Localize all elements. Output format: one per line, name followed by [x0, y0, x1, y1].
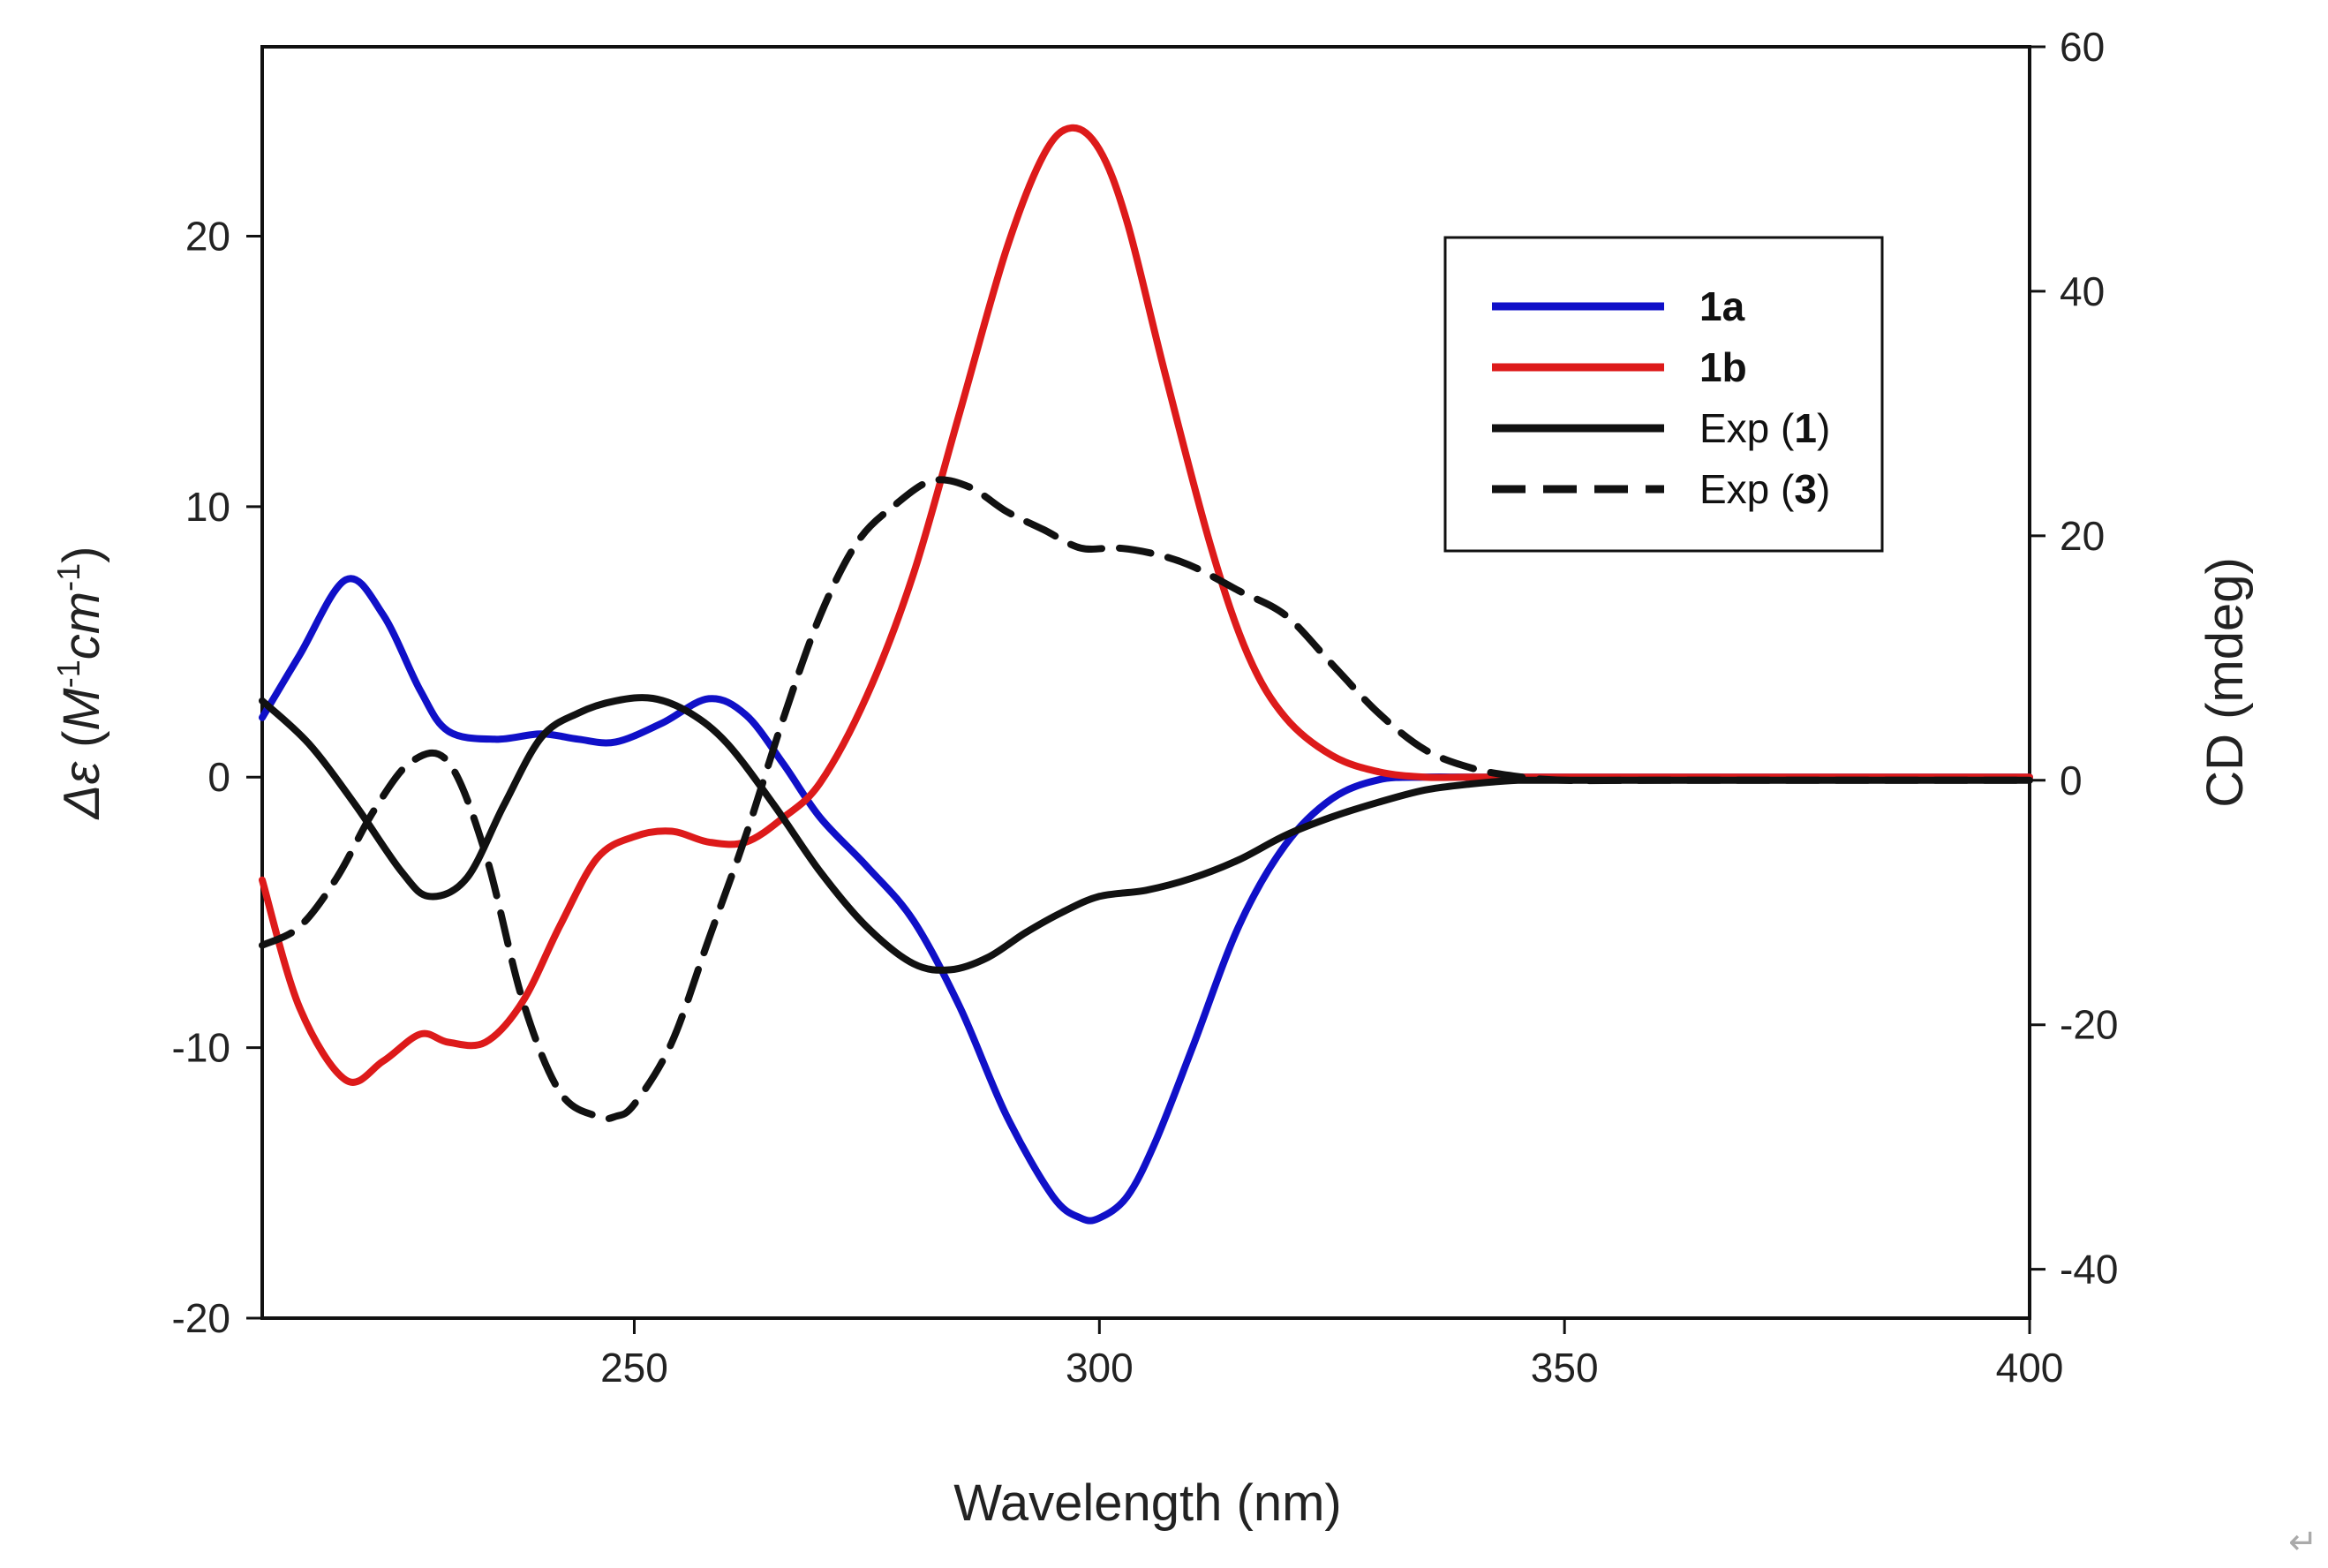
- x-tick-label: 300: [1066, 1345, 1134, 1391]
- y-left-axis-ticks: -20 -10 0 10 20: [172, 213, 262, 1341]
- series-line-exp-1: [259, 694, 2033, 974]
- x-axis-title: Wavelength (nm): [953, 1474, 1341, 1532]
- y-right-tick-label: 40: [2060, 268, 2105, 314]
- legend-label: Exp (1): [1699, 405, 1830, 451]
- y-right-axis-title: CD (mdeg): [2196, 557, 2254, 808]
- y-right-tick-label: 0: [2060, 758, 2083, 803]
- y-left-tick-label: -20: [172, 1295, 230, 1341]
- x-tick-label: 350: [1531, 1345, 1599, 1391]
- y-right-tick-label: 60: [2060, 24, 2105, 70]
- x-tick-label: 400: [1996, 1345, 2064, 1391]
- legend-label: 1b: [1699, 344, 1747, 390]
- y-left-tick-label: 0: [207, 754, 230, 800]
- legend: 1a 1b Exp (1) Exp (3): [1443, 236, 1884, 553]
- y-left-tick-label: 20: [185, 213, 230, 259]
- y-left-axis-title: Δε (M-1cm-1): [50, 547, 110, 821]
- y-left-tick-label: -10: [172, 1025, 230, 1071]
- legend-box: [1443, 236, 1884, 553]
- legend-label: Exp (3): [1699, 466, 1830, 512]
- return-glyph: ↵: [2288, 1523, 2318, 1562]
- y-right-tick-label: 20: [2060, 513, 2105, 559]
- plot-frame: [260, 45, 2031, 1320]
- y-right-tick-label: -40: [2060, 1247, 2118, 1293]
- legend-label: 1a: [1699, 283, 1745, 329]
- series-lines: [259, 124, 2033, 1225]
- x-axis-ticks: 250 300 350 400: [600, 1318, 2063, 1391]
- y-right-tick-label: -20: [2060, 1002, 2118, 1048]
- series-line-1a: [259, 575, 2033, 1225]
- x-tick-label: 250: [600, 1345, 668, 1391]
- series-line-exp-3: [259, 476, 2033, 1123]
- series-line-1b: [259, 124, 2033, 1086]
- y-right-axis-ticks: -40 -20 0 20 40 60: [2030, 24, 2118, 1293]
- y-left-tick-label: 10: [185, 484, 230, 530]
